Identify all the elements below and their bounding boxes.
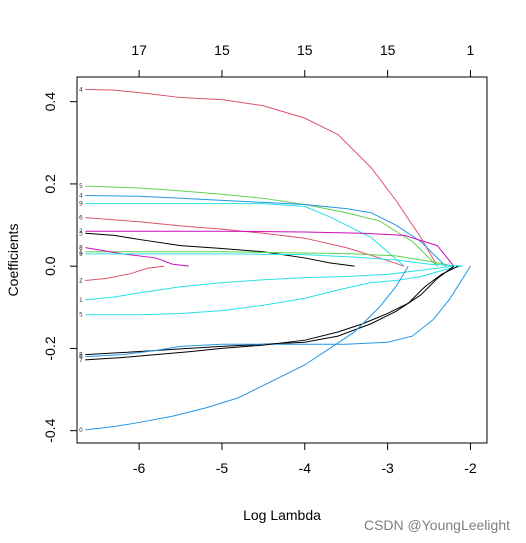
series-line-9 xyxy=(85,253,463,267)
series-line-10 xyxy=(85,265,165,282)
x-tick-label-1: -5 xyxy=(216,460,229,476)
top-tick-label-4: 1 xyxy=(467,42,475,58)
x-tick-label-3: -3 xyxy=(381,460,394,476)
series-label-5: 2 xyxy=(79,228,83,235)
top-tick-label-2: 15 xyxy=(297,42,313,58)
y-tick-label-2: 0.0 xyxy=(42,256,58,276)
series-line-12 xyxy=(85,265,463,316)
y-axis-label: Coefficients xyxy=(5,224,21,297)
series-label-10: 2 xyxy=(79,278,83,285)
series-label-2: 4 xyxy=(79,192,83,199)
x-axis-label: Log Lambda xyxy=(243,507,321,523)
series-label-13: 8 xyxy=(79,352,83,359)
series-line-15 xyxy=(85,265,459,361)
series-label-6: 3 xyxy=(79,230,83,237)
y-tick-label-3: 0.2 xyxy=(42,174,58,194)
series-label-4: 6 xyxy=(79,215,83,222)
axes: -6 -5 -4 -3 -217 15 15 15 1-0.4-0.20.00.20.4 xyxy=(42,42,477,476)
series-label-9: 9 xyxy=(79,251,83,258)
y-tick-label-0: -0.4 xyxy=(42,418,58,442)
series-label-8: 8 xyxy=(79,245,83,252)
series-line-2 xyxy=(85,194,446,267)
series-line-7 xyxy=(85,251,454,267)
top-tick-label-3: 15 xyxy=(380,42,396,58)
top-tick-label-0: 17 xyxy=(131,42,147,58)
series-line-5 xyxy=(85,230,455,267)
series-line-1 xyxy=(85,185,438,267)
series-line-16 xyxy=(85,265,409,431)
series-line-3 xyxy=(85,203,405,267)
series-line-0 xyxy=(85,88,438,267)
x-tick-label-2: -4 xyxy=(299,460,312,476)
x-tick-label-4: -2 xyxy=(464,460,477,476)
series-label-3: 9 xyxy=(79,201,83,208)
y-tick-label-4: 0.4 xyxy=(42,92,58,112)
series-label-12: 5 xyxy=(79,312,83,319)
series-label-16: 0 xyxy=(79,427,83,434)
series-line-14 xyxy=(85,265,471,358)
series-line-8 xyxy=(85,247,189,267)
series-line-4 xyxy=(85,217,405,267)
series-label-7: 1 xyxy=(79,249,83,256)
top-tick-label-1: 15 xyxy=(214,42,230,58)
series-line-11 xyxy=(85,265,454,301)
x-tick-label-0: -6 xyxy=(133,460,146,476)
watermark-text: CSDN @YoungLeelight xyxy=(364,517,510,533)
y-tick-label-1: -0.2 xyxy=(42,336,58,360)
series-label-14: 6 xyxy=(79,354,83,361)
series-lines xyxy=(85,88,471,431)
series-label-0: 4 xyxy=(79,86,83,93)
series-label-1: 5 xyxy=(79,183,83,190)
series-label-11: 1 xyxy=(79,297,83,304)
series-line-6 xyxy=(85,232,355,267)
plot-frame xyxy=(76,76,488,444)
series-label-15: 7 xyxy=(79,357,83,364)
